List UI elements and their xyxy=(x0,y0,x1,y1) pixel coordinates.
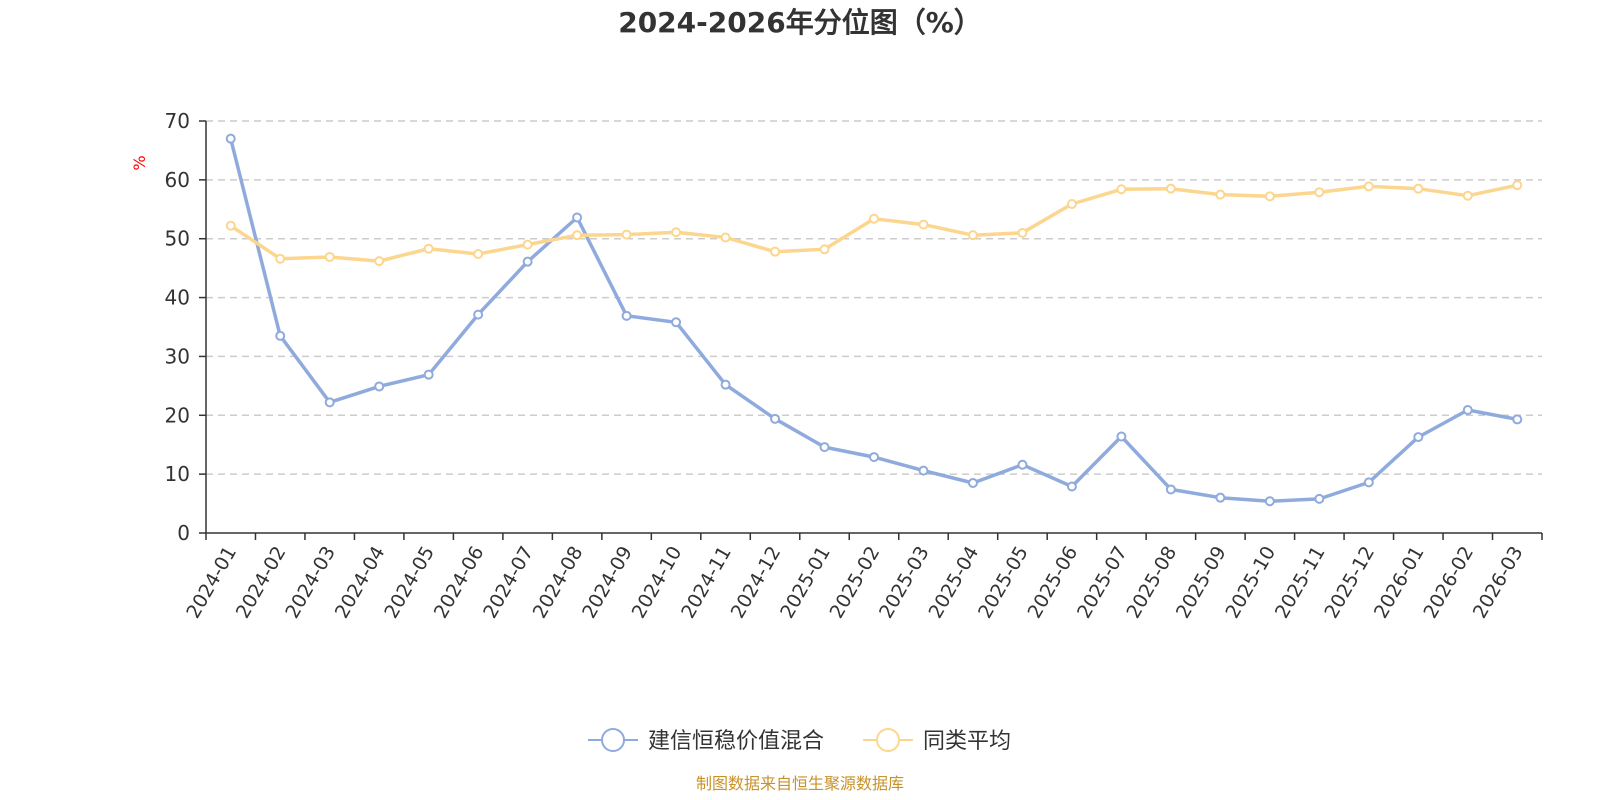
series-0-point[interactable] xyxy=(473,309,484,320)
series-0-point[interactable] xyxy=(1116,431,1127,442)
series-0-point[interactable] xyxy=(1215,492,1226,503)
series-0-point[interactable] xyxy=(1462,404,1473,415)
series-1-point[interactable] xyxy=(423,243,434,254)
series-1-point[interactable] xyxy=(770,246,781,257)
grid-lines xyxy=(206,120,1542,475)
chart-title: 2024-2026年分位图（%） xyxy=(618,6,982,39)
series-0-point[interactable] xyxy=(1512,414,1523,425)
series-1-point[interactable] xyxy=(374,256,385,267)
series-1-point[interactable] xyxy=(473,249,484,260)
legend-marker xyxy=(876,728,900,752)
series-0-point[interactable] xyxy=(720,379,731,390)
series-1-point[interactable] xyxy=(918,219,929,230)
series-0-point[interactable] xyxy=(572,212,583,223)
legend-label: 建信恒稳价值混合 xyxy=(648,729,824,754)
series-0-point[interactable] xyxy=(1314,493,1325,504)
series-0-point[interactable] xyxy=(770,413,781,424)
series-0-point[interactable] xyxy=(1165,484,1176,495)
series-0-point[interactable] xyxy=(918,465,929,476)
series-0-point[interactable] xyxy=(1066,481,1077,492)
x-tick-labels: 2024-012024-022024-032024-042024-052024-… xyxy=(182,542,1527,622)
y-tick-label: 50 xyxy=(165,227,190,251)
legend-item-1[interactable]: 同类平均 xyxy=(863,728,1011,754)
series-0-point[interactable] xyxy=(324,397,335,408)
series-0-point[interactable] xyxy=(1017,459,1028,470)
series-1-point[interactable] xyxy=(1264,191,1275,202)
series-1-point[interactable] xyxy=(1215,189,1226,200)
series-1-point[interactable] xyxy=(1413,183,1424,194)
series-points xyxy=(225,133,1523,507)
legend[interactable]: 建信恒稳价值混合 同类平均 xyxy=(588,728,1011,754)
series-0-point[interactable] xyxy=(819,442,830,453)
series-1-point[interactable] xyxy=(225,220,236,231)
series-0-point[interactable] xyxy=(275,330,286,341)
y-tick-label: 10 xyxy=(165,462,190,486)
series-1-point[interactable] xyxy=(1116,184,1127,195)
series-1-point[interactable] xyxy=(1066,198,1077,209)
series-0-point[interactable] xyxy=(967,477,978,488)
legend-item-0[interactable]: 建信恒稳价值混合 xyxy=(588,728,824,754)
y-tick-label: 40 xyxy=(165,286,190,310)
series-0-point[interactable] xyxy=(869,452,879,463)
series-1-point[interactable] xyxy=(869,213,879,224)
y-tick-label: 20 xyxy=(165,403,190,427)
series-lines xyxy=(229,138,1518,503)
source-note: 制图数据来自恒生聚源数据库 xyxy=(696,774,904,793)
series-1-point[interactable] xyxy=(275,253,286,264)
series-0-point[interactable] xyxy=(1413,432,1424,443)
y-tick-label: 70 xyxy=(165,109,190,133)
y-tick-label: 30 xyxy=(165,344,190,368)
legend-label: 同类平均 xyxy=(923,729,1011,754)
x-tick-label: 2026-03 xyxy=(1469,543,1528,623)
series-1-point[interactable] xyxy=(1363,181,1374,192)
series-1-point[interactable] xyxy=(967,230,978,241)
series-1-point[interactable] xyxy=(819,244,830,255)
series-1-point[interactable] xyxy=(522,239,533,250)
series-1-point[interactable] xyxy=(621,229,632,240)
series-1-point[interactable] xyxy=(1314,187,1325,198)
series-0-point[interactable] xyxy=(522,256,533,267)
y-tick-label: 0 xyxy=(177,521,190,545)
series-1-point[interactable] xyxy=(324,251,335,262)
series-0-point[interactable] xyxy=(621,310,632,321)
series-1-point[interactable] xyxy=(1512,180,1523,191)
series-1-point[interactable] xyxy=(1017,227,1028,238)
y-axis-label: % xyxy=(130,155,149,170)
series-1-point[interactable] xyxy=(1462,190,1473,201)
axes xyxy=(199,120,1543,540)
y-tick-labels: 0 10 20 30 40 50 60 70 xyxy=(165,109,190,545)
series-0-point[interactable] xyxy=(671,317,682,328)
series-0-point[interactable] xyxy=(1363,477,1374,488)
series-1-point[interactable] xyxy=(720,232,731,243)
series-0-point[interactable] xyxy=(374,381,385,392)
series-0-point[interactable] xyxy=(1264,496,1275,507)
series-1-point[interactable] xyxy=(1165,183,1176,194)
legend-marker xyxy=(601,728,625,752)
series-1-point[interactable] xyxy=(572,230,583,241)
series-0-point[interactable] xyxy=(225,133,236,144)
series-1-point[interactable] xyxy=(671,227,682,238)
series-0-point[interactable] xyxy=(423,369,434,380)
y-tick-label: 60 xyxy=(165,168,190,192)
